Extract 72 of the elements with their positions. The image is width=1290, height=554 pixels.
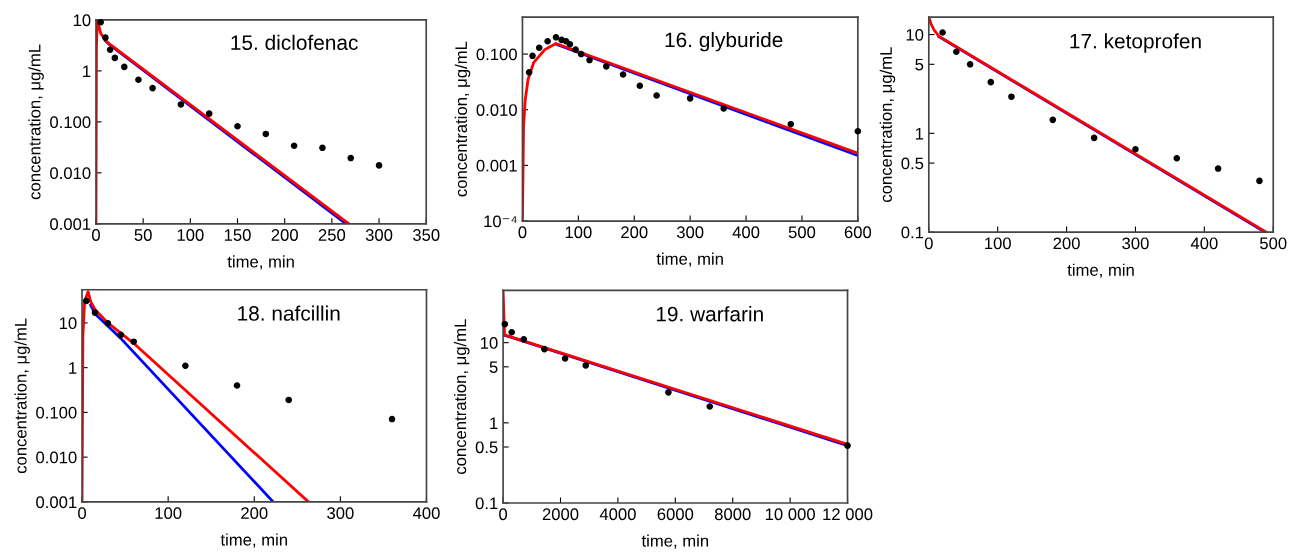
x-tick-label: 0	[91, 229, 100, 241]
x-tick-label: 300	[327, 507, 354, 520]
text: 17. ketoprofen	[1070, 33, 1201, 53]
x-axis-title: time, min	[1067, 263, 1134, 278]
x-tick-label: 500	[1259, 237, 1287, 250]
y-tick-label: 10	[59, 317, 77, 330]
y-tick-label: 0.5	[475, 441, 498, 454]
y-axis-title: concentration, μg/mL	[28, 44, 44, 200]
y-tick-label: 10	[906, 28, 924, 41]
x-axis-title: time, min	[641, 534, 709, 549]
y-tick-label: 0.100	[476, 48, 517, 61]
x-tick-label: 200	[241, 507, 268, 520]
y-tick-label: 0.100	[50, 116, 91, 129]
y-axis-title: concentration, μg/mL	[454, 41, 471, 197]
y-tick-label: 0.010	[50, 167, 91, 180]
x-tick-label: 100	[985, 237, 1011, 250]
text: 19. warfarin	[656, 306, 763, 322]
x-tick-label: 250	[318, 229, 346, 241]
y-axis-title: concentration, μg/mL	[14, 318, 30, 474]
y-tick-label: 1	[69, 362, 77, 374]
text: 15. diclofenac	[231, 34, 358, 50]
x-tick-label: 100	[565, 226, 592, 239]
y-axis-title: concentration, μg/mL	[453, 319, 470, 474]
x-tick-label: 400	[732, 226, 760, 239]
x-tick-label: 12 000	[823, 508, 873, 521]
x-tick-label: 500	[788, 226, 816, 239]
x-tick-label: 4000	[599, 508, 636, 521]
x-axis-title: time, min	[220, 533, 287, 548]
x-tick-label: 350	[412, 229, 440, 241]
x-tick-label: 150	[224, 229, 251, 241]
y-tick-label: 1	[490, 417, 498, 429]
x-tick-label: 0	[518, 226, 527, 239]
y-tick-label: 1	[83, 65, 91, 77]
x-tick-label: 400	[412, 507, 440, 520]
x-tick-label: 300	[365, 229, 393, 241]
x-tick-label: 200	[621, 226, 648, 239]
y-tick-label: 5	[489, 361, 498, 374]
x-tick-label: 100	[177, 229, 204, 241]
y-axis-title: concentration, μg/mL	[879, 47, 896, 202]
x-tick-label: 400	[1190, 237, 1218, 250]
text: 16. glyburide	[665, 31, 783, 52]
x-tick-label: 600	[844, 226, 872, 239]
y-tick-label: 0.010	[36, 451, 77, 464]
y-tick-label: 10	[73, 14, 91, 27]
x-tick-label: 6000	[657, 508, 694, 521]
y-tick-label: 0.001	[36, 496, 77, 509]
y-tick-label: 0.1	[475, 497, 498, 510]
text: 18. nafcillin	[238, 305, 340, 321]
x-tick-label: 0	[78, 507, 87, 520]
x-tick-label: 300	[1122, 237, 1149, 250]
x-tick-label: 8000	[714, 508, 751, 521]
y-tick-label: 0.010	[476, 104, 517, 116]
y-tick-label: 10⁻⁴	[484, 215, 517, 228]
x-tick-label: 2000	[542, 508, 579, 521]
x-tick-label: 50	[134, 229, 152, 241]
x-tick-label: 10 000	[765, 508, 815, 521]
x-tick-label: 200	[1053, 237, 1080, 250]
y-tick-label: 0.1	[901, 226, 924, 239]
x-axis-title: time, min	[656, 252, 723, 267]
x-tick-label: 0	[924, 237, 933, 250]
x-axis-title: time, min	[227, 255, 294, 270]
x-tick-label: 300	[676, 226, 704, 239]
y-tick-label: 0.100	[36, 406, 77, 419]
x-tick-label: 200	[271, 229, 298, 241]
y-tick-label: 1	[915, 127, 924, 140]
y-tick-label: 0.5	[901, 157, 924, 170]
x-tick-label: 0	[499, 508, 508, 521]
y-tick-label: 5	[915, 58, 924, 71]
y-tick-label: 0.001	[50, 218, 91, 231]
y-tick-label: 0.001	[476, 159, 517, 172]
y-tick-label: 10	[480, 337, 498, 349]
x-tick-label: 100	[155, 507, 182, 520]
